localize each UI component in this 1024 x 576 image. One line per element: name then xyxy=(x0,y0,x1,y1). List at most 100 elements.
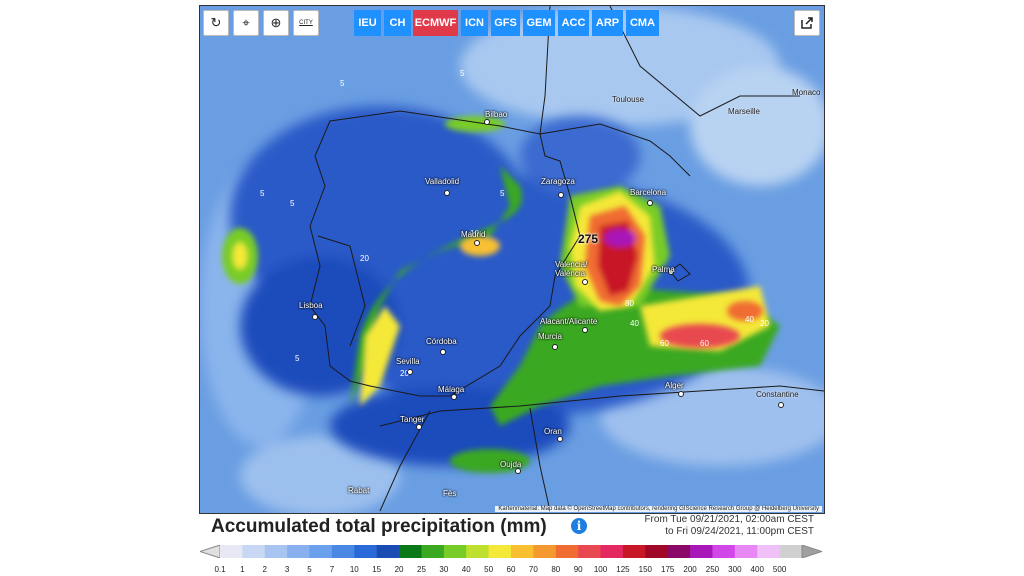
legend-cell xyxy=(376,545,400,558)
city-marker xyxy=(678,391,684,397)
legend-cell xyxy=(779,545,803,558)
legend-cell xyxy=(690,545,713,558)
city-label-cordoba: Córdoba xyxy=(426,337,457,346)
model-button-arp[interactable]: ARP xyxy=(592,10,623,36)
legend-tick-label: 10 xyxy=(349,565,359,574)
legend-cell xyxy=(309,545,333,558)
legend-tick-label: 50 xyxy=(484,565,494,574)
city-marker xyxy=(552,344,558,350)
model-button-ch[interactable]: CH xyxy=(384,10,411,36)
svg-text:80: 80 xyxy=(625,299,634,308)
legend-tick-label: 2 xyxy=(262,565,267,574)
legend-tick-label: 175 xyxy=(661,565,675,574)
city-label-constantine: Constantine xyxy=(756,390,799,399)
city-marker xyxy=(474,240,480,246)
period-to: to Fri 09/24/2021, 11:00pm CEST xyxy=(665,526,814,537)
legend-cell xyxy=(757,545,781,558)
legend-tick-label: 30 xyxy=(439,565,449,574)
city-marker xyxy=(778,402,784,408)
map-attribution: Kartenmaterial: Map data © OpenStreetMap… xyxy=(495,506,822,512)
city-label-fes: Fès xyxy=(443,489,457,498)
city-label-valencia: Valencia/ València xyxy=(555,260,588,278)
svg-text:5: 5 xyxy=(340,79,345,88)
forecast-period: From Tue 09/21/2021, 02:00am CEST to Fri… xyxy=(644,514,814,538)
legend-cell xyxy=(622,545,646,558)
city-label-malaga: Málaga xyxy=(438,385,465,394)
legend-cell xyxy=(331,545,355,558)
map-canvas[interactable]: 5 5 5 5 5 20 10 40 40 60 60 80 5 20 20 xyxy=(200,6,824,513)
legend-tick-label: 3 xyxy=(284,565,290,574)
model-button-gfs[interactable]: GFS xyxy=(491,10,520,36)
model-button-gem[interactable]: GEM xyxy=(523,10,555,36)
legend-tick-label: 100 xyxy=(593,565,608,574)
city-marker xyxy=(582,279,588,285)
legend-tick-label: 60 xyxy=(506,565,516,574)
city-label-rabat: Rabat xyxy=(348,486,370,495)
legend-cell xyxy=(443,545,467,558)
legend-tick-label: 70 xyxy=(528,565,538,574)
city-label-barcelona: Barcelona xyxy=(630,188,667,197)
svg-text:5: 5 xyxy=(260,189,265,198)
legend-tick-label: 15 xyxy=(372,565,382,574)
legend-cell xyxy=(399,545,422,558)
city-marker xyxy=(557,436,563,442)
legend-tick-label: 400 xyxy=(750,565,764,574)
legend-arrow-left xyxy=(200,545,221,558)
info-icon[interactable]: i xyxy=(571,518,587,534)
svg-text:40: 40 xyxy=(630,319,639,328)
coastlines xyxy=(309,6,824,512)
legend-cell xyxy=(220,545,243,558)
legend-cell xyxy=(578,545,602,558)
legend-cell xyxy=(488,545,512,558)
legend-tick-label: 80 xyxy=(551,565,561,574)
city-marker xyxy=(515,468,521,474)
city-toggle-button[interactable]: CITY xyxy=(293,10,319,36)
share-icon xyxy=(801,17,813,29)
page-title: Accumulated total precipitation (mm) xyxy=(211,516,547,537)
model-button-ecmwf[interactable]: ECMWF xyxy=(413,10,458,36)
city-marker xyxy=(668,269,674,275)
legend-tick-label: 20 xyxy=(394,565,404,574)
legend-arrow-right xyxy=(801,545,822,558)
city-marker xyxy=(451,394,457,400)
city-marker xyxy=(440,349,446,355)
svg-text:5: 5 xyxy=(460,69,465,78)
legend-tick-label: 5 xyxy=(307,565,312,574)
legend-tick-label: 40 xyxy=(461,565,471,574)
model-button-ieu[interactable]: IEU xyxy=(354,10,381,36)
model-button-icn[interactable]: ICN xyxy=(461,10,488,36)
legend-cell xyxy=(287,545,311,558)
city-label-lisboa: Lisboa xyxy=(299,301,323,310)
city-label-palma: Palma xyxy=(652,265,675,274)
location-button[interactable]: ⌖ xyxy=(233,10,259,36)
legend-cell xyxy=(667,545,691,558)
legend-cell xyxy=(734,545,758,558)
zoom-icon: ⊕ xyxy=(270,15,282,30)
zoom-button[interactable]: ⊕ xyxy=(263,10,289,36)
svg-text:60: 60 xyxy=(700,339,709,348)
city-label-madrid: Madrid xyxy=(461,230,486,239)
legend-tick-label: 1 xyxy=(240,565,245,574)
svg-text:10: 10 xyxy=(470,229,479,238)
svg-text:5: 5 xyxy=(295,354,300,363)
refresh-icon: ↻ xyxy=(210,15,222,30)
legend-tick-label: 250 xyxy=(705,565,720,574)
city-label-sevilla: Sevilla xyxy=(396,357,420,366)
legend-tick-label: 300 xyxy=(728,565,742,574)
model-button-cma[interactable]: CMA xyxy=(626,10,659,36)
legend-tick-label: 200 xyxy=(683,565,697,574)
period-from: From Tue 09/21/2021, 02:00am CEST xyxy=(644,514,814,525)
model-button-acc[interactable]: ACC xyxy=(558,10,589,36)
city-label-oran: Oran xyxy=(544,427,562,436)
legend-tick-label: 90 xyxy=(573,565,583,574)
legend-cell xyxy=(466,545,490,558)
share-button[interactable] xyxy=(794,10,820,36)
legend-cell xyxy=(511,545,534,558)
legend-cell xyxy=(533,545,557,558)
city-label-oujda: Oujda xyxy=(500,460,522,469)
city-marker xyxy=(312,314,318,320)
legend-tick-label: 150 xyxy=(638,565,652,574)
refresh-button[interactable]: ↻ xyxy=(203,10,229,36)
legend-cell xyxy=(645,545,669,558)
